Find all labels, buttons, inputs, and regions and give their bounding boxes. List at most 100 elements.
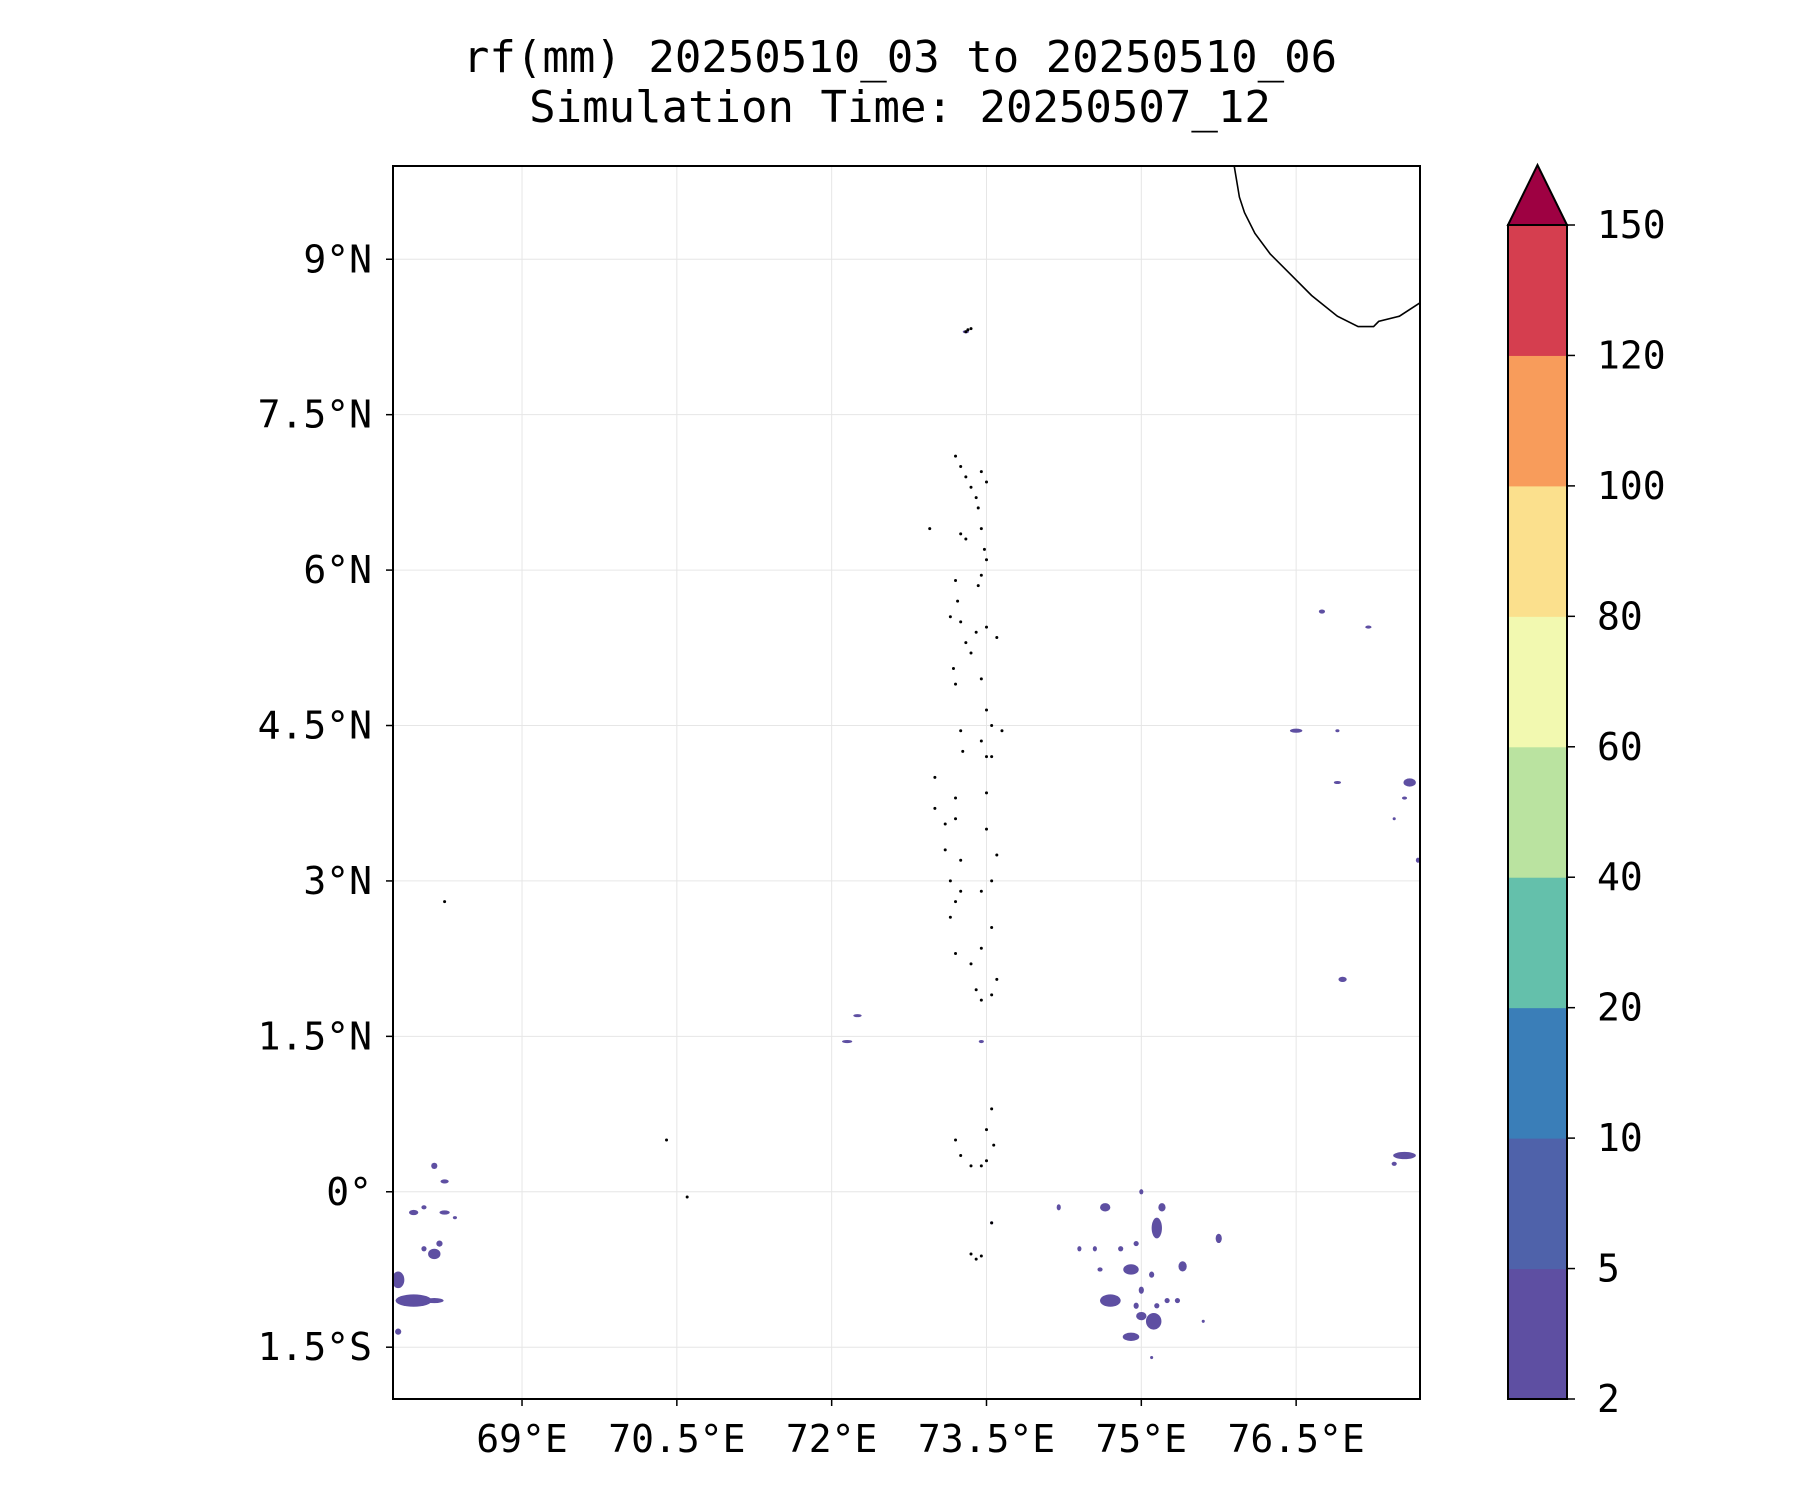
island-outline	[984, 625, 988, 629]
rain-patch	[408, 1209, 419, 1216]
island-outline	[992, 1143, 996, 1147]
island-outline	[979, 889, 983, 893]
island-outline	[954, 1138, 958, 1142]
rain-patch	[1392, 817, 1396, 821]
island-outline	[974, 496, 978, 500]
rain-patch	[428, 1248, 441, 1260]
rain-patch	[1077, 1246, 1082, 1252]
island-outline	[979, 677, 983, 681]
island-outline	[979, 527, 983, 531]
island-outline	[979, 470, 983, 474]
rain-patch	[1174, 1297, 1181, 1304]
island-outline	[943, 822, 947, 826]
rain-patch	[1365, 625, 1372, 629]
y-tick-label: 4.5°N	[258, 704, 372, 748]
island-outline	[976, 506, 980, 510]
rain-patch	[1138, 1286, 1144, 1294]
rain-patch	[1139, 1189, 1144, 1195]
colorbar-segment	[1508, 616, 1567, 748]
island-outline	[990, 1107, 994, 1111]
rain-patch	[391, 1271, 405, 1289]
island-outline	[984, 791, 988, 795]
rain-patch	[1150, 1356, 1154, 1360]
island-outline	[990, 993, 994, 997]
island-outline	[979, 573, 983, 577]
rain-patch	[1178, 1261, 1187, 1272]
rain-patch	[1122, 1332, 1140, 1341]
island-outline	[954, 817, 958, 821]
map-title-line-1: rf(mm) 20250510_03 to 20250510_06	[462, 32, 1338, 83]
island-outline	[969, 651, 973, 655]
colorbar-tick-label: 60	[1597, 725, 1643, 769]
island-outline	[969, 962, 973, 966]
colorbar-tick-label: 20	[1597, 986, 1643, 1030]
rain-patch	[853, 1014, 862, 1018]
rain-patch	[1145, 1313, 1162, 1330]
rain-patch	[841, 1039, 853, 1044]
island-outline	[979, 946, 983, 950]
rain-patch	[1100, 1203, 1111, 1212]
india-sri-lanka-coastline	[1233, 165, 1421, 328]
rain-patch	[1149, 1271, 1155, 1278]
island-outline	[959, 858, 963, 862]
island-outline	[995, 977, 999, 981]
island-outline	[979, 1254, 983, 1258]
island-outline	[959, 1154, 963, 1158]
island-outline	[984, 558, 988, 562]
island-outline	[990, 879, 994, 883]
rain-patch	[1403, 778, 1416, 787]
island-outline	[943, 848, 947, 852]
island-outline	[984, 480, 988, 484]
rain-patch	[1123, 1264, 1139, 1275]
rain-patch	[1133, 1240, 1139, 1247]
island-outline	[964, 475, 968, 479]
rain-patch	[452, 1216, 457, 1220]
island-outline	[964, 537, 968, 541]
rain-patch	[1151, 1217, 1162, 1239]
rain-patch	[1133, 1302, 1139, 1309]
colorbar-tick-label: 150	[1597, 203, 1666, 247]
colorbar-tick-label: 100	[1597, 464, 1666, 508]
x-tick-label: 72°E	[786, 1417, 878, 1461]
island-outline	[954, 682, 958, 686]
rain-patch	[424, 1297, 444, 1304]
colorbar-segment	[1508, 1007, 1567, 1139]
island-outline	[954, 578, 958, 582]
island-outline	[948, 879, 952, 883]
island-outline	[951, 667, 955, 671]
island-outline	[933, 775, 937, 779]
rainfall-field	[391, 330, 1420, 1360]
island-outline	[959, 889, 963, 893]
rain-patch	[1415, 857, 1420, 863]
island-outline	[984, 827, 988, 831]
island-outline	[954, 454, 958, 458]
island-outline	[990, 755, 994, 759]
colorbar-segment	[1508, 1138, 1567, 1270]
map-title-line-2: Simulation Time: 20250507_12	[529, 82, 1271, 133]
y-tick-label: 1.5°N	[258, 1014, 372, 1058]
rain-patch	[1318, 609, 1326, 614]
island-outline	[990, 926, 994, 930]
island-outline	[954, 796, 958, 800]
rain-patch	[1289, 728, 1303, 733]
rain-patch	[1092, 1246, 1097, 1252]
island-outline	[685, 1195, 689, 1199]
rain-patch	[1338, 976, 1347, 982]
x-tick-label: 69°E	[476, 1417, 568, 1461]
island-outline	[984, 708, 988, 712]
island-outline	[969, 485, 973, 489]
island-outline	[995, 635, 999, 639]
y-tick-label: 0°	[326, 1170, 372, 1214]
colorbar-tick-label: 10	[1597, 1116, 1643, 1160]
island-outline	[976, 584, 980, 588]
y-tick-label: 7.5°N	[258, 393, 372, 437]
x-tick-label: 70.5°E	[608, 1417, 745, 1461]
x-tick-label: 76.5°E	[1228, 1417, 1365, 1461]
y-tick-label: 9°N	[303, 237, 372, 281]
rain-patch	[439, 1210, 450, 1215]
island-outline	[974, 988, 978, 992]
colorbar-segment	[1508, 485, 1567, 617]
island-outline	[959, 532, 963, 536]
island-outline	[964, 330, 968, 334]
colorbar-extend-arrow	[1506, 162, 1569, 226]
